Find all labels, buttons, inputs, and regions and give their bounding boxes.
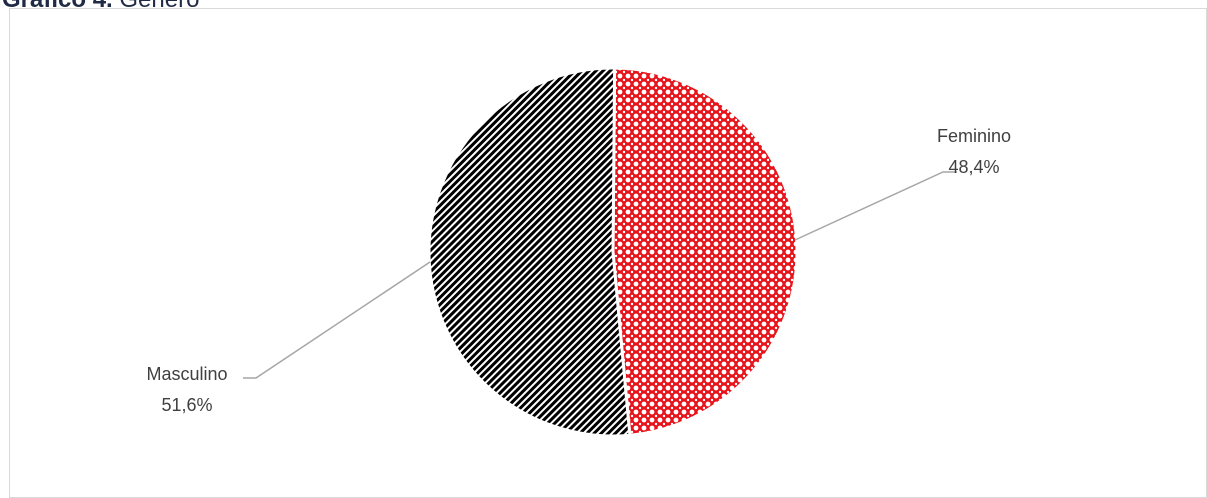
value-label-feminino: 48,4%: [948, 157, 999, 177]
leader-line-masculino: [243, 261, 431, 379]
value-label-masculino: 51,6%: [161, 395, 212, 415]
data-labels: Feminino 48,4% Masculino 51,6%: [146, 126, 1011, 415]
leader-lines: [243, 171, 957, 379]
pie-slice-feminino: [611, 66, 799, 437]
category-label-masculino: Masculino: [146, 364, 227, 384]
pie-slice-masculino: [427, 66, 632, 438]
pie-slices: [427, 66, 799, 438]
leader-line-feminino: [794, 171, 957, 241]
category-label-feminino: Feminino: [937, 126, 1011, 146]
